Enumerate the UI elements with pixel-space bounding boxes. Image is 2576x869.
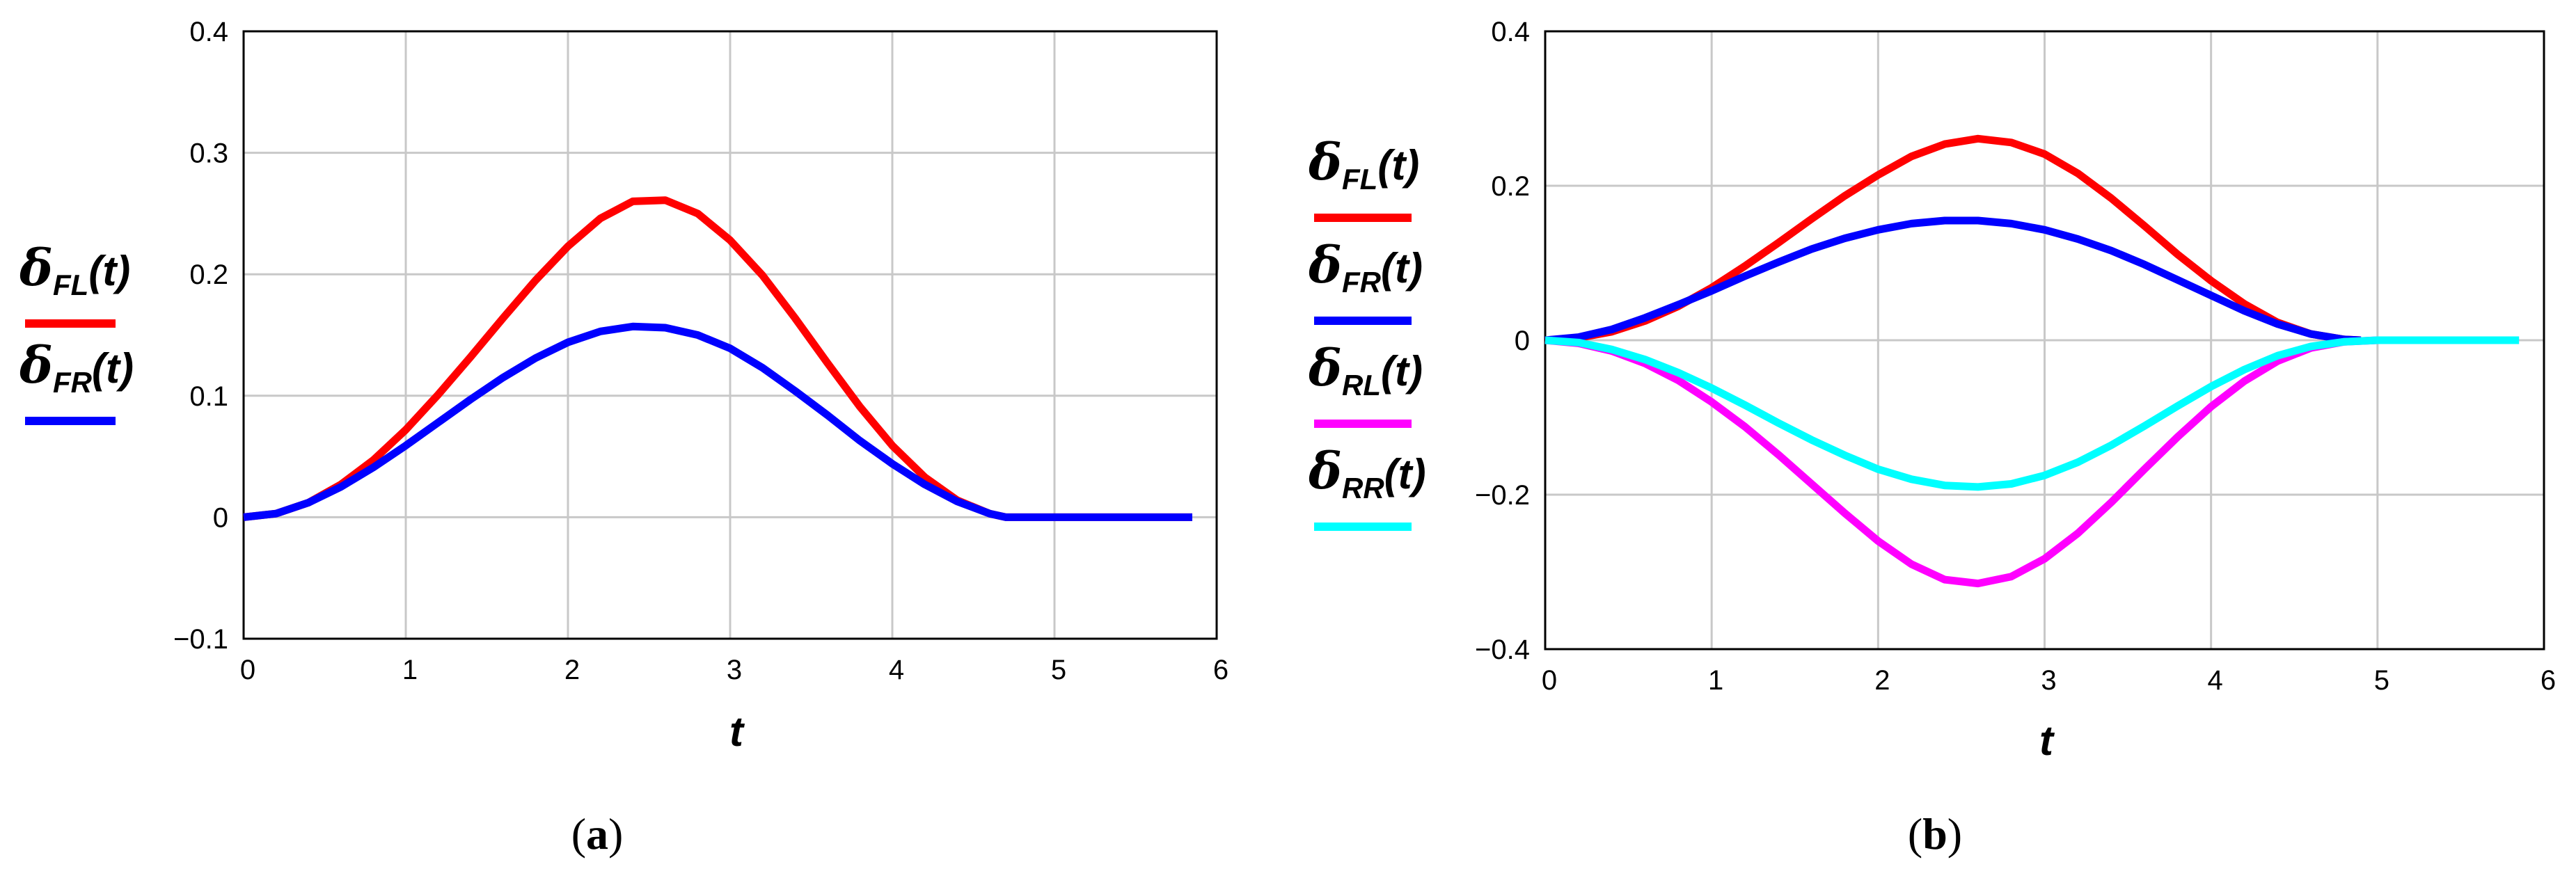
plot-frame: [242, 30, 1218, 640]
x-tick-label: 3: [727, 655, 742, 685]
x-tick-label: 5: [1051, 655, 1066, 685]
x-tick-label: 6: [1213, 655, 1228, 685]
x-tick-label: 4: [889, 655, 904, 685]
y-tick-label: 0.2: [1491, 171, 1530, 202]
caption-b: (b): [1908, 809, 1962, 859]
y-tick-label: 0.4: [189, 17, 228, 47]
caption-letter-b: b: [1922, 809, 1947, 859]
x-tick-label: 1: [1708, 665, 1723, 696]
plot-area-b: 0 1 2 3 4 5 6 −0.4 −0.2 0 0.2 0.4: [1475, 17, 2556, 696]
plot-area-a: 0 1 2 3 4 5 6 −0.1 0 0.1 0.2 0.3 0.4: [173, 17, 1228, 685]
y-tick-label: 0.3: [189, 138, 228, 169]
y-tick-label: 0.2: [189, 260, 228, 290]
y-tick-label: 0: [213, 502, 228, 533]
legend-label-rl-b: δRL(t): [1308, 338, 1423, 401]
y-tick-label: −0.2: [1475, 480, 1530, 511]
x-tick-label: 4: [2208, 665, 2223, 696]
caption-a: (a): [571, 809, 624, 859]
x-tick-label: 5: [2374, 665, 2389, 696]
series-line-fl-a: [243, 196, 1192, 521]
y-tick-label: −0.1: [173, 624, 228, 655]
x-tick-label: 6: [2541, 665, 2556, 696]
caption-letter-a: a: [586, 809, 608, 859]
y-tick-label: 0.4: [1491, 17, 1530, 47]
series-line-rr-b: [1544, 336, 2520, 491]
chart-panel-a: δFL(t)δFR(t) 0 1 2 3 4 5 6−0.100.10.20.30.4 t …: [19, 17, 1228, 859]
legend-label-fl-a: δFL(t): [19, 238, 130, 301]
y-tick-label: −0.4: [1475, 635, 1530, 665]
x-tick-label: 2: [1874, 665, 1890, 696]
series-line-fr-a: [243, 322, 1192, 521]
legend-label-fr-a: δFR(t): [19, 335, 134, 399]
legend-label-rr-b: δRR(t): [1308, 441, 1426, 504]
chart-panel-b: δFL(t) δFR(t) δRL(t) δRR(t) 0 1 2 3 4 5 6 −0.4 −0.2…: [1308, 17, 2556, 859]
legend-label-fl-b: δFL(t): [1308, 132, 1419, 196]
x-tick-label: 0: [240, 655, 255, 685]
x-tick-label: 2: [564, 655, 580, 685]
x-axis-label-b: t: [2039, 717, 2055, 764]
series-line-fr-b: [1544, 216, 2362, 344]
x-tick-label: 1: [402, 655, 418, 685]
x-tick-label: 3: [2041, 665, 2056, 696]
legend-label-fr-b: δFR(t): [1308, 235, 1423, 298]
y-tick-label: 0.1: [189, 381, 228, 412]
legend-a: δFL(t) δFR(t): [19, 238, 134, 425]
x-tick-label: 0: [1542, 665, 1557, 696]
x-axis-label-a: t: [729, 708, 745, 755]
legend-b: δFL(t) δFR(t) δRL(t) δRR(t): [1308, 132, 1426, 531]
y-tick-label: 0: [1515, 326, 1530, 356]
